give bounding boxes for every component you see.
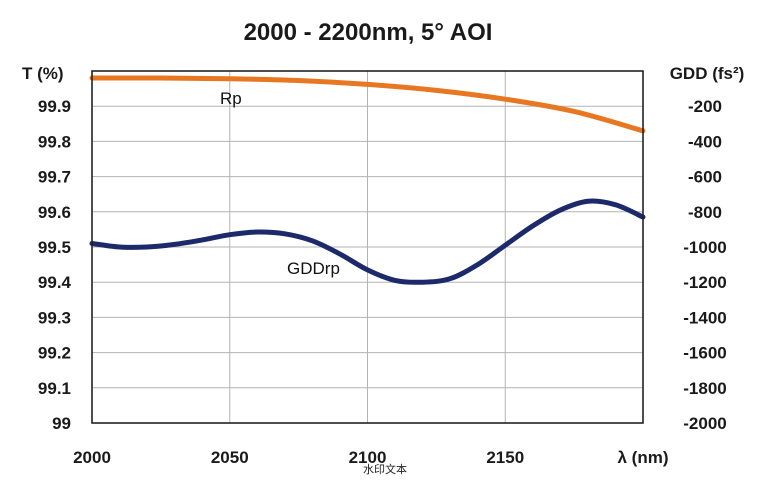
grid-lines xyxy=(92,71,643,423)
x-tick-label: 2150 xyxy=(486,448,524,467)
y-right-tick-label: -1400 xyxy=(683,308,726,327)
y-left-tick-label: 99.5 xyxy=(38,238,71,257)
x-tick-label: 2000 xyxy=(73,448,111,467)
y-left-tick-label: 99.2 xyxy=(38,344,71,363)
watermark-text: 水印文本 xyxy=(363,462,407,476)
series-lines xyxy=(89,75,646,285)
y-right-tick-label: -1000 xyxy=(683,238,726,257)
y-left-tick-label: 99.8 xyxy=(38,132,71,151)
x-tick-label: 2050 xyxy=(211,448,249,467)
y-right-tick-label: -1200 xyxy=(683,273,726,292)
y-left-tick-label: 99.4 xyxy=(38,273,72,292)
y-right-tick-label: -1600 xyxy=(683,344,726,363)
y-left-tick-label: 99.1 xyxy=(38,379,71,398)
y-right-tick-label: -600 xyxy=(688,168,722,187)
series-line-rp xyxy=(89,75,646,134)
y-left-tick-label: 99.9 xyxy=(38,97,71,116)
series-label-gddrp: GDDrp xyxy=(287,259,340,278)
series-line-gddrp xyxy=(89,198,646,285)
y-left-tick-label: 99.6 xyxy=(38,203,71,222)
plot-frame xyxy=(91,70,644,424)
x-axis-title: λ (nm) xyxy=(618,448,669,467)
y-left-tick-label: 99.7 xyxy=(38,168,71,187)
y-left-axis-title: T (%) xyxy=(22,64,64,83)
y-right-axis-title: GDD (fs²) xyxy=(670,64,745,83)
tick-labels: 99 99.1 99.2 99.3 99.4 99.5 99.6 99.7 99.8 99.9 -2… xyxy=(38,97,727,467)
y-left-tick-label: 99.3 xyxy=(38,308,71,327)
chart-title: 2000 - 2200nm, 5° AOI xyxy=(244,19,493,46)
y-right-tick-label: -200 xyxy=(688,97,722,116)
y-right-tick-label: -2000 xyxy=(683,414,726,433)
y-right-tick-label: -400 xyxy=(688,132,722,151)
series-label-rp: Rp xyxy=(220,89,242,108)
y-right-tick-label: -1800 xyxy=(683,379,726,398)
x-tick-label: 2100 xyxy=(349,448,387,467)
y-right-tick-label: -800 xyxy=(688,203,722,222)
y-left-tick-label: 99 xyxy=(52,414,71,433)
